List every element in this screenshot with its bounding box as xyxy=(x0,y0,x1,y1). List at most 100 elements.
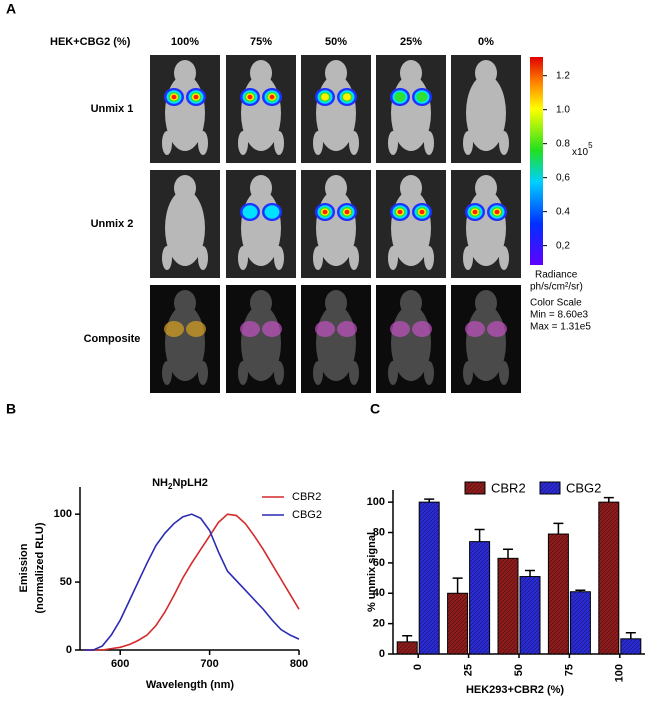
mouse-head xyxy=(400,290,422,316)
x-tick-label: 25 xyxy=(463,664,475,676)
y-tick-label: 0 xyxy=(66,644,72,656)
x-tick-label: 0 xyxy=(412,664,424,670)
x-tick-label: 600 xyxy=(111,658,129,670)
signal xyxy=(262,321,282,337)
mouse-leg xyxy=(198,361,208,385)
scale-info: Color Scale xyxy=(530,298,582,309)
column-label: 75% xyxy=(250,36,272,48)
y-tick-label: 100 xyxy=(54,508,72,520)
mouse-head xyxy=(325,175,347,201)
colorbar-tick-label: 0.4 xyxy=(556,206,570,217)
colorbar-tick-label: 1.0 xyxy=(556,104,570,115)
x-axis-label: HEK293+CBR2 (%) xyxy=(466,684,564,696)
y-tick-label: 100 xyxy=(367,496,385,508)
colorbar-tick-label: 0.8 xyxy=(556,138,570,149)
mouse-head xyxy=(250,290,272,316)
mouse-leg xyxy=(499,131,509,155)
signal xyxy=(337,321,357,337)
error-bar xyxy=(575,589,586,592)
signal xyxy=(164,321,184,337)
y-tick-label: 40 xyxy=(373,587,385,599)
mouse-leg xyxy=(162,246,172,270)
mouse-leg xyxy=(349,246,359,270)
scale-info: Max = 1.31e5 xyxy=(530,322,591,333)
title-part: NH xyxy=(152,477,168,489)
title-part: NpLH2 xyxy=(172,477,207,489)
y-tick-label: 80 xyxy=(373,526,385,538)
chart-title: NH2NpLH2 xyxy=(152,477,208,491)
x-tick-label: 700 xyxy=(200,658,218,670)
mouse-leg xyxy=(388,131,398,155)
column-label: 0% xyxy=(478,36,494,48)
signal xyxy=(322,209,328,215)
bar xyxy=(418,501,440,655)
mouse-leg xyxy=(463,361,473,385)
mouse-leg xyxy=(274,361,284,385)
colorbar-tick-label: 1.2 xyxy=(556,70,570,81)
signal xyxy=(397,209,403,215)
mouse-head xyxy=(174,175,196,201)
mouse-head xyxy=(475,290,497,316)
signal xyxy=(416,92,428,102)
mouse-head xyxy=(325,290,347,316)
mouse-leg xyxy=(424,131,434,155)
y-tick-label: 60 xyxy=(373,557,385,569)
signal xyxy=(247,94,253,100)
mouse-leg xyxy=(162,361,172,385)
y-axis-label: % unmix signal xyxy=(366,532,378,612)
signal xyxy=(321,93,329,101)
legend-label: CBR2 xyxy=(292,491,321,503)
bar xyxy=(598,501,620,655)
signal xyxy=(242,205,258,219)
mouse-leg xyxy=(238,361,248,385)
mouse-head xyxy=(174,60,196,86)
mouse-head xyxy=(250,60,272,86)
legend-label: CBR2 xyxy=(491,480,526,495)
signal xyxy=(390,321,410,337)
signal xyxy=(171,94,177,100)
signal xyxy=(264,205,280,219)
signal xyxy=(186,321,206,337)
error-bar xyxy=(625,631,636,639)
mouse-leg xyxy=(349,361,359,385)
column-header: HEK+CBG2 (%) xyxy=(50,36,131,48)
mouse-leg xyxy=(424,246,434,270)
bar xyxy=(519,576,541,655)
mouse-leg xyxy=(198,131,208,155)
mouse-leg xyxy=(463,246,473,270)
colorbar-tick-label: 0,2 xyxy=(556,240,570,251)
signal xyxy=(419,209,425,215)
x-tick-label: 75 xyxy=(563,664,575,676)
mouse-leg xyxy=(424,361,434,385)
signal xyxy=(344,209,350,215)
mouse-head xyxy=(400,60,422,86)
legend-label: CBG2 xyxy=(292,509,322,521)
signal xyxy=(240,321,260,337)
error-bar xyxy=(474,528,485,542)
error-bar xyxy=(503,548,513,559)
signal xyxy=(269,94,275,100)
mouse-body xyxy=(466,75,506,151)
signal xyxy=(343,93,351,101)
multiplier-exp: 5 xyxy=(588,141,593,150)
panel-label: B xyxy=(6,401,16,417)
bar xyxy=(569,591,591,655)
signal xyxy=(394,92,406,102)
error-bar xyxy=(553,522,564,535)
row-label: Unmix 1 xyxy=(91,103,134,115)
mouse-leg xyxy=(238,246,248,270)
mouse-leg xyxy=(388,246,398,270)
line-series xyxy=(84,513,300,651)
error-bar xyxy=(424,498,435,503)
mouse-head xyxy=(400,175,422,201)
signal xyxy=(193,94,199,100)
y-tick-label: 0 xyxy=(379,648,385,660)
scale-info: Min = 8.60e3 xyxy=(530,310,589,321)
mouse-leg xyxy=(499,361,509,385)
y-tick-label: 20 xyxy=(373,618,385,630)
signal xyxy=(472,209,478,215)
bar xyxy=(547,533,569,655)
legend-swatch xyxy=(464,481,486,495)
mouse-leg xyxy=(198,246,208,270)
line-series xyxy=(84,513,300,651)
